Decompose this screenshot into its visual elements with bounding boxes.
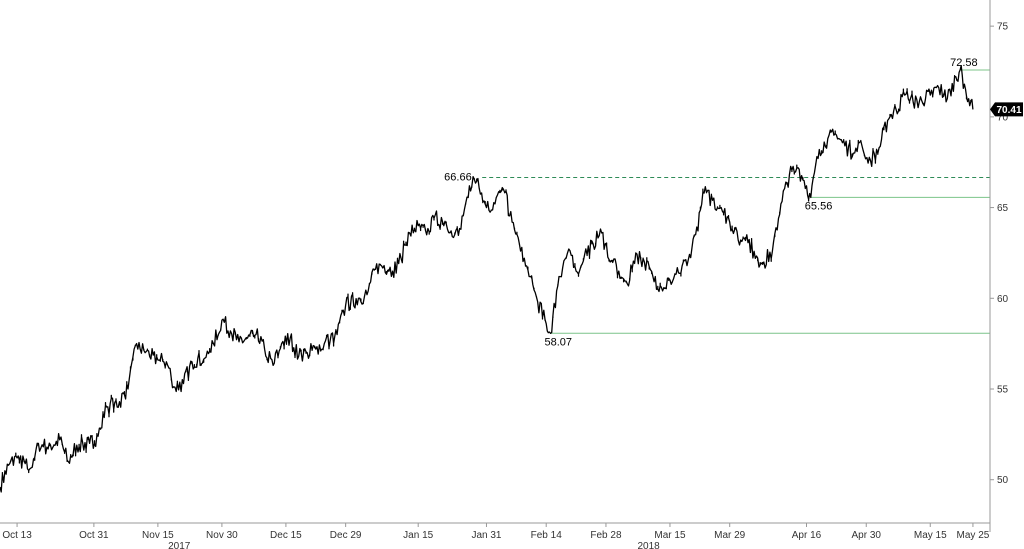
y-tick-label-4: 70 [997, 112, 1009, 123]
x-tick-label-9: Feb 28 [590, 530, 622, 541]
y-tick-label-3: 65 [997, 203, 1009, 214]
annotation-label-0: 72.58 [950, 57, 978, 69]
x-tick-label-3: Nov 30 [206, 530, 238, 541]
x-tick-label-13: Apr 30 [852, 530, 882, 541]
series-line-0 [0, 65, 974, 493]
annotation-labels: 72.58 66.66 65.56 58.07 [444, 57, 977, 348]
y-tick-label-5: 75 [997, 22, 1009, 33]
last-value-label: 70.41 [996, 105, 1021, 116]
y-tick-label-0: 50 [997, 475, 1009, 486]
x-tick-label-15: May 25 [957, 530, 990, 541]
x-tick-label-4: Dec 15 [270, 530, 302, 541]
x-tick-label-1: Oct 31 [79, 530, 109, 541]
x-axis: Oct 13 Oct 31 Nov 15 Nov 30 Dec 15 Dec 29 Jan … [0, 522, 990, 549]
x-tick-label-2: Nov 15 [142, 530, 174, 541]
annotation-label-3: 58.07 [545, 336, 573, 348]
x-year-label-0: 2017 [168, 541, 191, 549]
y-tick-label-2: 60 [997, 294, 1009, 305]
last-value-badge-shape [990, 102, 1023, 117]
x-tick-label-12: Apr 16 [792, 530, 822, 541]
series-layer [0, 65, 974, 493]
x-tick-label-5: Dec 29 [330, 530, 362, 541]
x-year-label-1: 2018 [637, 541, 660, 549]
last-value-badge: 70.41 [990, 102, 1023, 117]
x-tick-label-7: Jan 31 [471, 530, 501, 541]
x-tick-label-11: Mar 29 [714, 530, 746, 541]
x-tick-label-6: Jan 15 [403, 530, 433, 541]
x-tick-label-0: Oct 13 [2, 530, 32, 541]
annotation-label-2: 65.56 [805, 200, 833, 212]
y-axis: 50 55 60 65 70 75 [989, 0, 1009, 532]
y-tick-label-1: 55 [997, 385, 1009, 396]
x-tick-label-10: Mar 15 [654, 530, 686, 541]
x-tick-label-14: May 15 [914, 530, 947, 541]
annotation-label-1: 66.66 [444, 172, 472, 184]
x-tick-label-8: Feb 14 [531, 530, 563, 541]
level-lines [482, 69, 990, 334]
